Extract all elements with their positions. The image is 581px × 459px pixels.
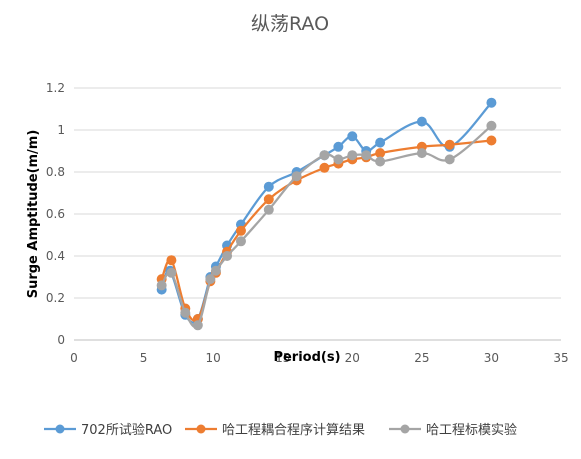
data-point bbox=[375, 148, 386, 159]
data-point bbox=[291, 171, 302, 182]
data-point bbox=[319, 150, 330, 161]
legend-item-2: 哈工程标模实验 bbox=[389, 422, 517, 438]
data-point bbox=[235, 236, 246, 247]
y-tick-label: 0.2 bbox=[46, 291, 65, 305]
x-tick-label: 30 bbox=[484, 351, 499, 365]
data-point bbox=[210, 265, 221, 276]
y-tick-label: 1 bbox=[57, 123, 65, 137]
legend-label: 哈工程耦合程序计算结果 bbox=[222, 423, 365, 438]
data-point bbox=[444, 154, 455, 165]
grid-lines bbox=[74, 87, 561, 299]
axis-labels: 0 0.2 0.4 0.6 0.8 1 1.2 0 5 10 15 20 25 30 35 bbox=[46, 81, 569, 365]
series-layer bbox=[156, 97, 497, 331]
data-point bbox=[263, 204, 274, 215]
data-point bbox=[180, 307, 191, 318]
y-tick-label: 0.8 bbox=[46, 165, 65, 179]
x-tick-label: 35 bbox=[553, 351, 568, 365]
legend: 702所试验RAO 哈工程耦合程序计算结果 哈工程标模实验 bbox=[44, 422, 517, 438]
data-point bbox=[319, 162, 330, 173]
data-point bbox=[347, 131, 358, 142]
data-point bbox=[263, 194, 274, 205]
chart-title: 纵荡RAO bbox=[251, 13, 329, 35]
data-point bbox=[444, 139, 455, 150]
data-point bbox=[486, 135, 497, 146]
x-tick-label: 0 bbox=[70, 351, 78, 365]
data-point bbox=[205, 274, 216, 285]
y-axis-title: Surge Amptitude(m/m) bbox=[26, 130, 41, 299]
data-point bbox=[222, 251, 233, 261]
legend-marker bbox=[196, 424, 206, 434]
data-point bbox=[486, 97, 497, 108]
data-point bbox=[416, 116, 427, 127]
y-tick-label: 0 bbox=[57, 333, 65, 347]
x-tick-label: 5 bbox=[140, 351, 148, 365]
data-point bbox=[375, 137, 386, 148]
data-point bbox=[263, 181, 274, 192]
legend-item-0: 702所试验RAO bbox=[44, 422, 172, 438]
series-2 bbox=[156, 120, 497, 331]
x-tick-label: 15 bbox=[275, 351, 290, 365]
x-tick-label: 25 bbox=[414, 351, 429, 365]
series-1 bbox=[156, 135, 497, 324]
data-point bbox=[333, 141, 344, 152]
data-point bbox=[375, 156, 386, 167]
legend-marker bbox=[400, 424, 410, 434]
legend-item-1: 哈工程耦合程序计算结果 bbox=[185, 423, 365, 438]
x-tick-label: 10 bbox=[206, 351, 221, 365]
x-axis-title: Period(s) bbox=[273, 350, 340, 365]
legend-marker bbox=[55, 424, 65, 434]
legend-label: 哈工程标模实验 bbox=[426, 422, 517, 438]
data-point bbox=[333, 154, 344, 165]
data-point bbox=[416, 148, 427, 159]
y-tick-label: 0.6 bbox=[46, 207, 65, 221]
x-tick-label: 20 bbox=[345, 351, 360, 365]
data-point bbox=[486, 120, 497, 131]
data-point bbox=[166, 255, 177, 266]
data-point bbox=[156, 280, 167, 291]
data-point bbox=[166, 267, 177, 278]
data-point bbox=[361, 150, 372, 161]
data-point bbox=[347, 150, 358, 161]
data-point bbox=[235, 225, 246, 236]
legend-label: 702所试验RAO bbox=[81, 422, 172, 438]
data-point bbox=[192, 320, 203, 331]
y-tick-label: 1.2 bbox=[46, 81, 65, 95]
y-tick-label: 0.4 bbox=[46, 249, 65, 263]
series-line-0 bbox=[160, 101, 493, 324]
